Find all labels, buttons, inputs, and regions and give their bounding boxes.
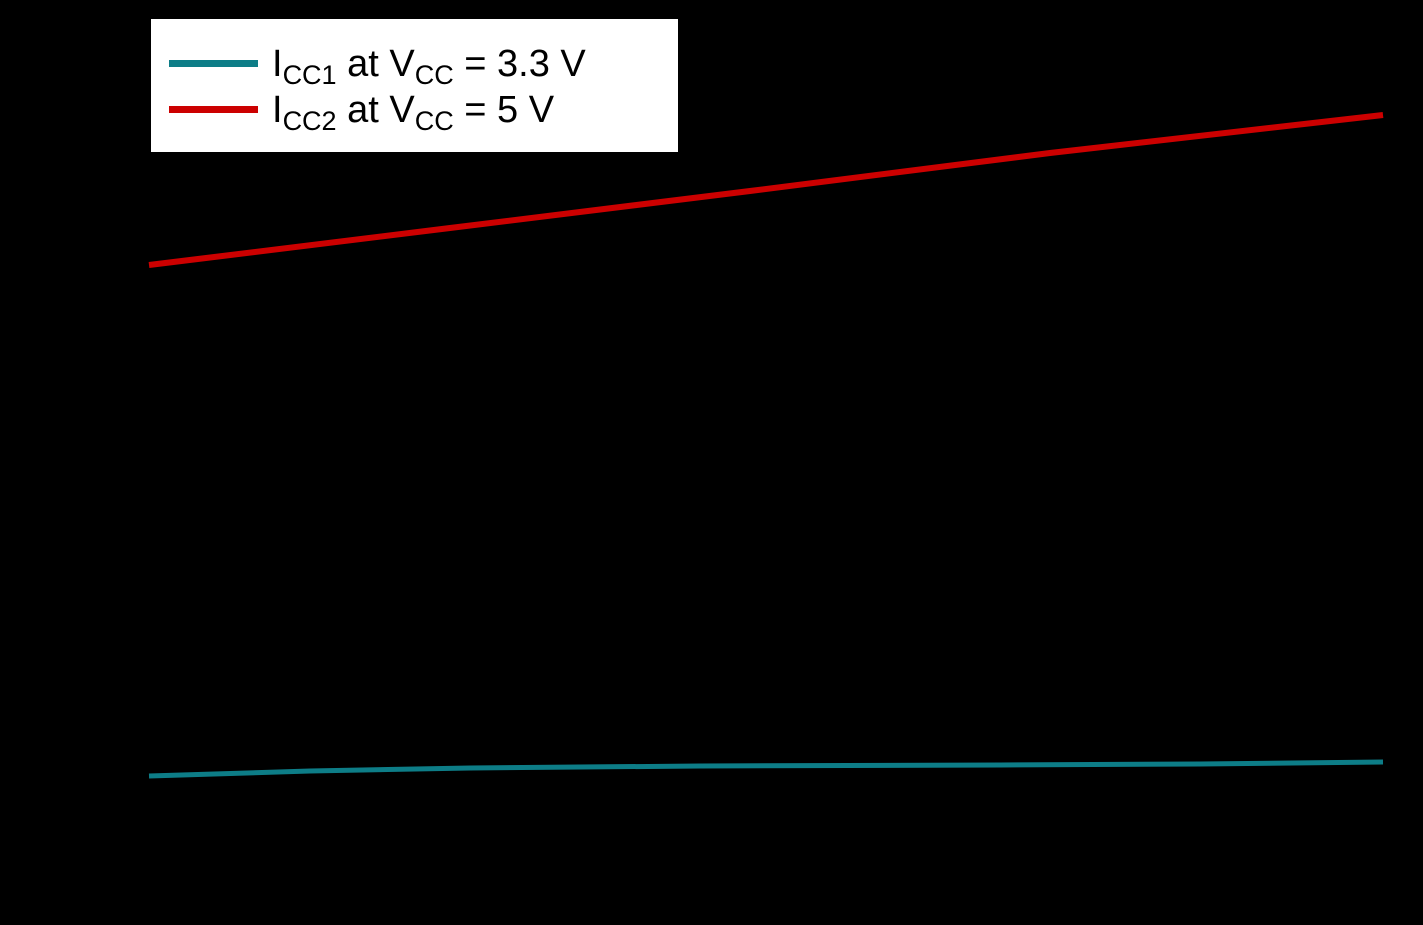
legend-label-subscript: CC1: [282, 59, 337, 90]
legend-line-swatch-icon: [169, 106, 258, 113]
series-line-icc2-at-vcc-5-v: [148, 112, 1384, 268]
legend-label-text: I: [272, 88, 283, 131]
legend-label-subscript: CC2: [282, 105, 337, 136]
legend-label-icc2: ICC2 at VCC = 5 V: [272, 88, 555, 135]
legend-label-subscript: CC: [414, 105, 454, 136]
legend-label-text: = 5 V: [453, 88, 555, 131]
legend-label-subscript: CC: [414, 59, 454, 90]
legend-label-text: I: [272, 42, 283, 85]
legend-label-icc1: ICC1 at VCC = 3.3 V: [272, 42, 586, 89]
legend: ICC1 at VCC = 3.3 V ICC2 at VCC = 5 V: [149, 17, 680, 154]
legend-line-swatch-icon: [169, 60, 258, 67]
legend-label-text: = 3.3 V: [453, 42, 586, 85]
legend-label-text: at V: [336, 42, 415, 85]
legend-item-icc1: ICC1 at VCC = 3.3 V: [151, 41, 678, 89]
series-line-icc1-at-vcc-3-3-v: [148, 759, 1384, 779]
legend-item-icc2: ICC2 at VCC = 5 V: [151, 87, 678, 135]
legend-label-text: at V: [336, 88, 415, 131]
